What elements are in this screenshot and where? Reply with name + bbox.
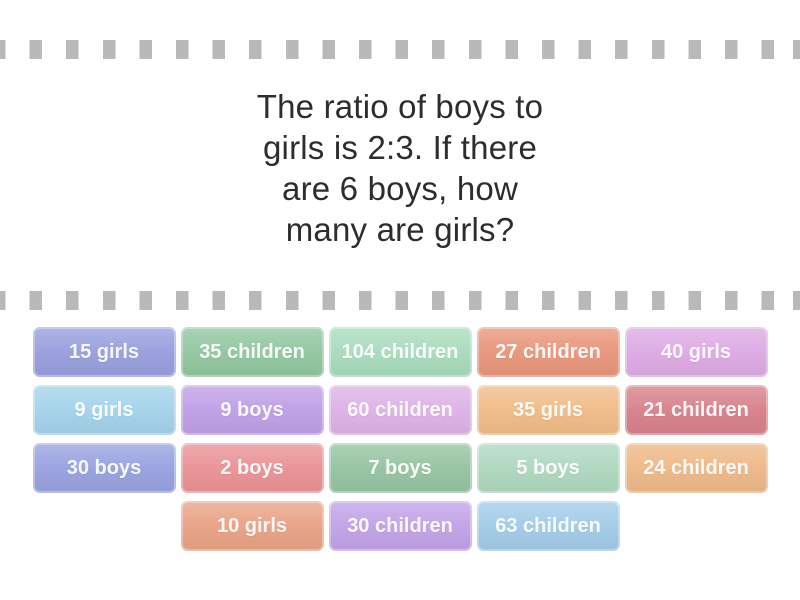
answer-tile[interactable]: 30 children	[328, 501, 472, 551]
answer-tile[interactable]: 21 children	[624, 385, 768, 435]
answer-tile[interactable]: 60 children	[328, 385, 472, 435]
answer-grid: 15 girls 35 children 104 children 27 childr…	[0, 327, 800, 551]
question-line: The ratio of boys to	[256, 88, 544, 125]
decorative-dashes-top	[0, 40, 800, 59]
decorative-dashes-middle	[0, 291, 800, 310]
question-line: girls is 2:3. If there	[262, 129, 537, 166]
answer-tile[interactable]: 63 children	[476, 501, 620, 551]
answer-tile[interactable]: 9 boys	[180, 385, 324, 435]
answer-row: 30 boys 2 boys 7 boys 5 boys 24 children	[0, 443, 800, 493]
answer-tile[interactable]: 30 boys	[32, 443, 176, 493]
answer-tile[interactable]: 104 children	[328, 327, 472, 377]
answer-tile[interactable]: 10 girls	[180, 501, 324, 551]
answer-row: 10 girls 30 children 63 children	[0, 501, 800, 551]
answer-tile[interactable]: 15 girls	[32, 327, 176, 377]
answer-tile[interactable]: 5 boys	[476, 443, 620, 493]
answer-row: 15 girls 35 children 104 children 27 childr…	[0, 327, 800, 377]
question-line: are 6 boys, how	[282, 170, 518, 207]
answer-tile[interactable]: 2 boys	[180, 443, 324, 493]
answer-tile[interactable]: 7 boys	[328, 443, 472, 493]
answer-tile[interactable]: 27 children	[476, 327, 620, 377]
answer-tile[interactable]: 9 girls	[32, 385, 176, 435]
question-text: The ratio of boys to girls is 2:3. If th…	[0, 86, 800, 250]
answer-tile[interactable]: 35 children	[180, 327, 324, 377]
question-line: many are girls?	[285, 211, 515, 248]
answer-tile[interactable]: 35 girls	[476, 385, 620, 435]
answer-tile[interactable]: 24 children	[624, 443, 768, 493]
answer-row: 9 girls 9 boys 60 children 35 girls 21 child…	[0, 385, 800, 435]
answer-tile[interactable]: 40 girls	[624, 327, 768, 377]
